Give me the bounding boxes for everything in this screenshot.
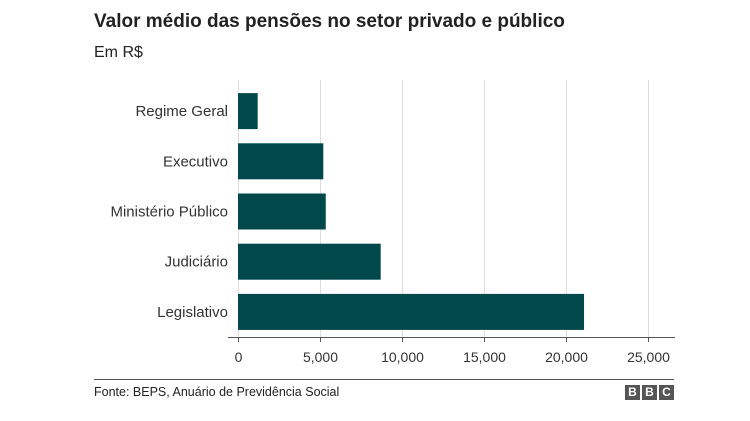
bbc-logo: B B C xyxy=(625,385,674,400)
x-tick-label: 15,000 xyxy=(463,349,506,365)
category-label: Legislativo xyxy=(157,304,228,321)
x-tick-label: 10,000 xyxy=(381,349,424,365)
x-tick-label: 5,000 xyxy=(303,349,338,365)
category-label: Ministério Público xyxy=(110,204,228,221)
bar-regime-geral xyxy=(238,93,258,130)
category-label: Judiciário xyxy=(165,254,228,271)
category-label: Regime Geral xyxy=(135,103,228,120)
bbc-logo-letter: B xyxy=(642,385,657,400)
category-label: Executivo xyxy=(163,153,228,170)
x-tick-label: 20,000 xyxy=(545,349,588,365)
bar-judici-rio xyxy=(238,243,381,280)
bbc-logo-letter: C xyxy=(659,385,674,400)
chart-subtitle: Em R$ xyxy=(94,44,143,61)
bbc-logo-letter: B xyxy=(625,385,640,400)
x-tick-label: 25,000 xyxy=(627,349,670,365)
chart-title: Valor médio das pensões no setor privado… xyxy=(94,11,565,32)
source-note: Fonte: BEPS, Anuário de Previdência Soci… xyxy=(94,385,340,399)
x-tick-label: 0 xyxy=(235,349,243,365)
footer-divider xyxy=(94,379,674,380)
bar-minist-rio-p-blico xyxy=(238,193,326,230)
bar-executivo xyxy=(238,143,324,180)
bar-legislativo xyxy=(238,293,585,330)
